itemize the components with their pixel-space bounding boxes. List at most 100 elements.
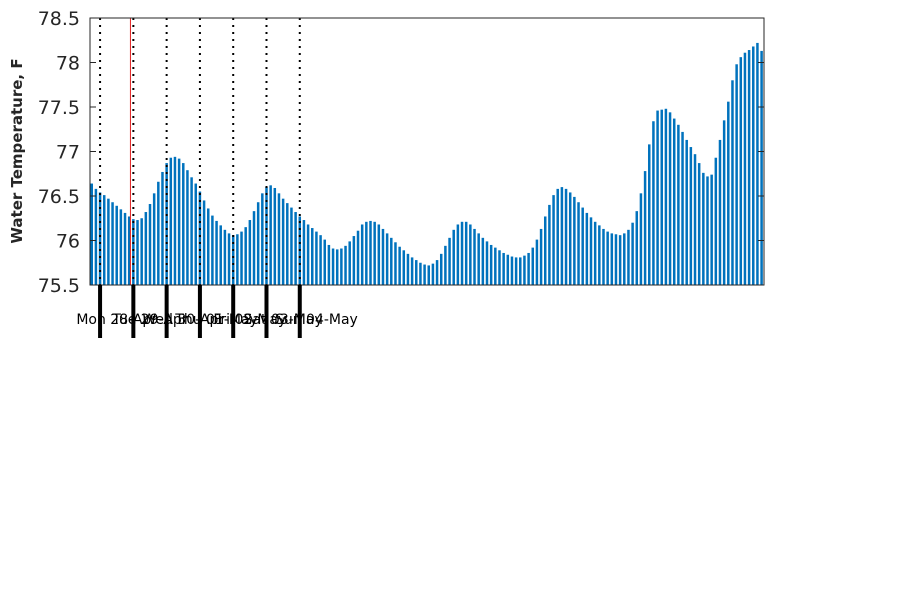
temperature-bar bbox=[739, 57, 743, 285]
temperature-bar bbox=[344, 245, 347, 285]
temperature-bar bbox=[107, 198, 110, 285]
temperature-bar bbox=[681, 131, 684, 285]
temperature-bar bbox=[747, 50, 751, 285]
y-tick-label: 77.5 bbox=[38, 97, 80, 119]
temperature-bar bbox=[631, 222, 634, 285]
temperature-bar bbox=[315, 231, 318, 285]
temperature-bar bbox=[535, 239, 539, 285]
temperature-bar bbox=[173, 156, 177, 285]
temperature-bar bbox=[169, 157, 173, 285]
temperature-bar bbox=[111, 202, 114, 285]
day-label: Thu 01-May bbox=[174, 312, 258, 328]
temperature-bar bbox=[722, 120, 726, 285]
temperature-bar bbox=[119, 209, 123, 285]
temperature-bar bbox=[406, 253, 410, 285]
temperature-bar bbox=[485, 241, 489, 285]
temperature-bar bbox=[652, 121, 655, 286]
temperature-bar bbox=[227, 233, 231, 285]
temperature-bar bbox=[98, 192, 102, 285]
temperature-bar bbox=[277, 193, 281, 285]
temperature-bar bbox=[373, 221, 376, 285]
y-tick-label: 77 bbox=[56, 142, 80, 164]
temperature-bar bbox=[452, 229, 455, 285]
temperature-bar bbox=[186, 170, 189, 285]
y-tick-label: 78.5 bbox=[38, 8, 80, 30]
temperature-bar bbox=[489, 244, 493, 285]
temperature-bar bbox=[256, 202, 260, 285]
temperature-bar bbox=[365, 221, 368, 285]
temperature-bar bbox=[627, 229, 630, 285]
temperature-bar bbox=[593, 221, 597, 285]
temperature-bar bbox=[656, 110, 659, 285]
temperature-bar bbox=[198, 191, 202, 285]
y-axis: 75.5 76 76.5 77 77.5 78 78.5 bbox=[38, 8, 764, 297]
temperature-bar bbox=[610, 233, 614, 285]
temperature-bar bbox=[689, 147, 693, 285]
temperature-bar bbox=[340, 248, 343, 285]
temperature-bar bbox=[602, 228, 605, 285]
temperature-bar bbox=[435, 260, 439, 285]
temperature-bar bbox=[494, 247, 497, 285]
temperature-bar bbox=[231, 235, 235, 285]
temperature-bar bbox=[177, 158, 181, 285]
temperature-bar bbox=[577, 202, 580, 285]
plot-background bbox=[90, 18, 764, 285]
temperature-bar bbox=[560, 187, 564, 285]
temperature-bar bbox=[431, 263, 435, 285]
temperature-bar bbox=[377, 224, 381, 285]
y-tick-label: 75.5 bbox=[38, 275, 80, 297]
temperature-bar bbox=[519, 257, 522, 285]
y-tick-label: 76 bbox=[56, 231, 80, 253]
temperature-bar bbox=[148, 204, 152, 285]
temperature-bar bbox=[273, 187, 277, 285]
temperature-bar bbox=[606, 231, 609, 285]
temperature-bar bbox=[727, 101, 730, 285]
temperature-bar bbox=[598, 225, 601, 285]
temperature-bar bbox=[556, 188, 559, 285]
temperature-bar bbox=[668, 112, 672, 285]
temperature-bar bbox=[90, 183, 93, 285]
temperature-bar bbox=[473, 228, 476, 285]
temperature-bar bbox=[402, 250, 406, 285]
temperature-bar bbox=[219, 225, 222, 285]
temperature-bar bbox=[348, 241, 351, 285]
temperature-bar bbox=[456, 224, 460, 285]
temperature-bar bbox=[236, 234, 239, 285]
temperature-bar bbox=[643, 171, 647, 285]
temperature-bar bbox=[527, 252, 530, 285]
temperature-bar bbox=[697, 163, 701, 285]
temperature-bar bbox=[319, 235, 322, 285]
bar-series bbox=[90, 42, 763, 286]
temperature-bar bbox=[165, 163, 168, 285]
temperature-bar bbox=[385, 233, 389, 285]
y-axis-label: Water Temperature, F bbox=[8, 58, 26, 243]
temperature-bar bbox=[161, 171, 164, 285]
temperature-bar bbox=[223, 229, 227, 285]
temperature-bar bbox=[132, 219, 135, 285]
temperature-bar bbox=[481, 237, 485, 285]
temperature-bar bbox=[648, 144, 651, 285]
temperature-bar bbox=[215, 220, 218, 285]
temperature-bar bbox=[269, 185, 272, 285]
temperature-bar bbox=[281, 198, 285, 285]
y-tick-label: 76.5 bbox=[38, 186, 80, 208]
y-tick-label: 78 bbox=[56, 53, 80, 75]
temperature-bar bbox=[618, 235, 622, 285]
temperature-bar bbox=[548, 204, 551, 285]
temperature-bar bbox=[286, 203, 289, 285]
temperature-bar bbox=[623, 233, 626, 285]
temperature-bar bbox=[294, 212, 297, 285]
temperature-bar bbox=[157, 181, 160, 285]
temperature-bar bbox=[502, 252, 505, 285]
temperature-bar bbox=[136, 220, 139, 285]
temperature-bar bbox=[419, 262, 422, 285]
temperature-bar bbox=[506, 254, 510, 285]
temperature-bar bbox=[718, 139, 722, 285]
temperature-bar bbox=[240, 231, 243, 285]
temperature-bar bbox=[752, 46, 755, 286]
temperature-bar bbox=[614, 234, 618, 285]
temperature-bar bbox=[523, 255, 526, 285]
temperature-bar bbox=[390, 237, 393, 285]
temperature-bar bbox=[423, 264, 426, 285]
